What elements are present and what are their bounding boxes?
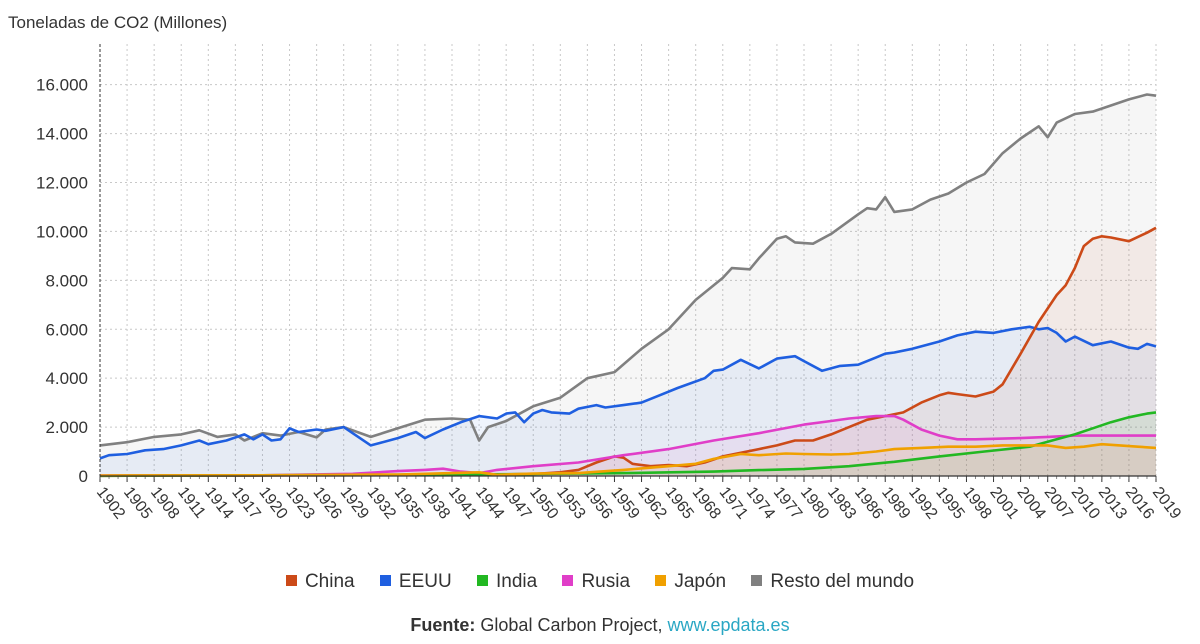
line-india[interactable] (99, 411, 1157, 478)
x-tick-label: 1902 (93, 484, 128, 523)
x-tick-label: 1911 (174, 484, 209, 522)
y-axis-title: Toneladas de CO2 (Millones) (8, 13, 227, 32)
x-tick-label: 2010 (1068, 484, 1103, 523)
source-label: Fuente: (410, 615, 476, 635)
y-tick-label: 8.000 (45, 271, 88, 290)
x-tick-label: 1995 (932, 484, 967, 523)
source-text: Global Carbon Project, (475, 615, 668, 635)
x-tick-label: 1965 (661, 484, 696, 523)
series-lines (99, 93, 1157, 478)
area-japon (100, 444, 1156, 476)
legend-item-eeuu[interactable]: EEUU (379, 571, 452, 593)
x-tick-label: 2016 (1122, 484, 1157, 523)
legend-label: Rusia (581, 571, 631, 592)
x-tick-label: 1983 (824, 484, 859, 523)
x-tick-label: 1980 (797, 484, 832, 523)
y-tick-label: 6.000 (45, 320, 88, 339)
source-link[interactable]: www.epdata.es (667, 615, 790, 635)
x-tick-label: 1932 (364, 484, 399, 523)
legend-item-china[interactable]: China (285, 571, 355, 593)
area-india (100, 412, 1156, 476)
x-tick-label: 2004 (1013, 484, 1048, 523)
x-tick-label: 1959 (607, 484, 642, 523)
x-tick-label: 1935 (391, 484, 426, 523)
x-tick-label: 1905 (120, 484, 155, 523)
legend-item-resto[interactable]: Resto del mundo (751, 571, 914, 593)
x-tick-label: 1944 (472, 484, 507, 523)
x-tick-label: 1947 (499, 484, 534, 523)
legend-swatch-india (476, 575, 488, 586)
series-areas (100, 94, 1156, 476)
x-tick-label: 1926 (309, 484, 344, 523)
x-tick-label: 1986 (851, 484, 886, 523)
legend-item-rusia[interactable]: Rusia (562, 571, 630, 593)
x-tick-label: 1941 (445, 484, 480, 523)
y-tick-label: 0 (79, 467, 88, 486)
legend-swatch-eeuu (379, 575, 391, 586)
x-tick-label: 1992 (905, 484, 940, 523)
line-eeuu[interactable] (99, 325, 1157, 460)
line-japon[interactable] (99, 442, 1157, 477)
legend-label: EEUU (398, 571, 452, 592)
y-tick-label: 12.000 (36, 174, 88, 193)
x-tick-label: 2013 (1095, 484, 1130, 523)
legend-swatch-resto (751, 575, 763, 586)
x-tick-label: 2007 (1041, 484, 1076, 523)
source-credit: Fuente: Global Carbon Project, www.epdat… (0, 615, 1200, 636)
x-tick-label: 2001 (986, 484, 1021, 523)
x-tick-label: 1923 (282, 484, 317, 523)
legend: China EEUU India Rusia Japón Resto del m… (0, 571, 1200, 593)
co2-emissions-chart: Toneladas de CO2 (Millones) 0 2.000 4.000 6… (8, 13, 1184, 523)
area-resto-del-mundo (100, 94, 1156, 476)
legend-swatch-china (285, 575, 297, 586)
line-rusia[interactable] (99, 414, 1156, 477)
grid (99, 44, 1157, 476)
x-tick-label: 1950 (526, 484, 561, 523)
x-tick-label: 1971 (716, 484, 751, 523)
x-tick-label: 2019 (1149, 484, 1184, 523)
x-tick-label: 1953 (553, 484, 588, 523)
x-tick-label: 1998 (959, 484, 994, 523)
legend-label: China (304, 571, 355, 592)
x-tick-label: 1974 (743, 484, 778, 523)
y-tick-label: 10.000 (36, 222, 88, 241)
legend-swatch-rusia (562, 575, 574, 586)
x-tick-label: 1962 (634, 484, 669, 523)
x-tick-label: 1938 (418, 484, 453, 523)
legend-label: India (495, 571, 538, 592)
legend-item-india[interactable]: India (476, 571, 538, 593)
x-tick-label: 1920 (255, 484, 290, 523)
area-china (100, 227, 1156, 476)
area-eeuu (100, 326, 1156, 476)
legend-item-japon[interactable]: Japón (655, 571, 726, 593)
x-tick-label: 1908 (147, 484, 182, 523)
y-tick-label: 16.000 (36, 76, 88, 95)
x-tick-label: 1968 (689, 484, 724, 523)
x-tick-label: 1914 (201, 484, 236, 523)
x-tick-label: 1977 (770, 484, 805, 523)
legend-label: Resto del mundo (770, 571, 915, 592)
y-tick-label: 2.000 (45, 418, 88, 437)
x-tick-label: 1989 (878, 484, 913, 523)
x-tick-label: 1917 (228, 484, 263, 523)
x-tick-label: 1929 (337, 484, 372, 523)
legend-label: Japón (674, 571, 727, 592)
legend-swatch-japon (655, 575, 667, 586)
line-resto-del-mundo[interactable] (99, 93, 1157, 447)
y-tick-label: 4.000 (45, 369, 88, 388)
y-tick-label: 14.000 (36, 125, 88, 144)
x-tick-label: 1956 (580, 484, 615, 523)
